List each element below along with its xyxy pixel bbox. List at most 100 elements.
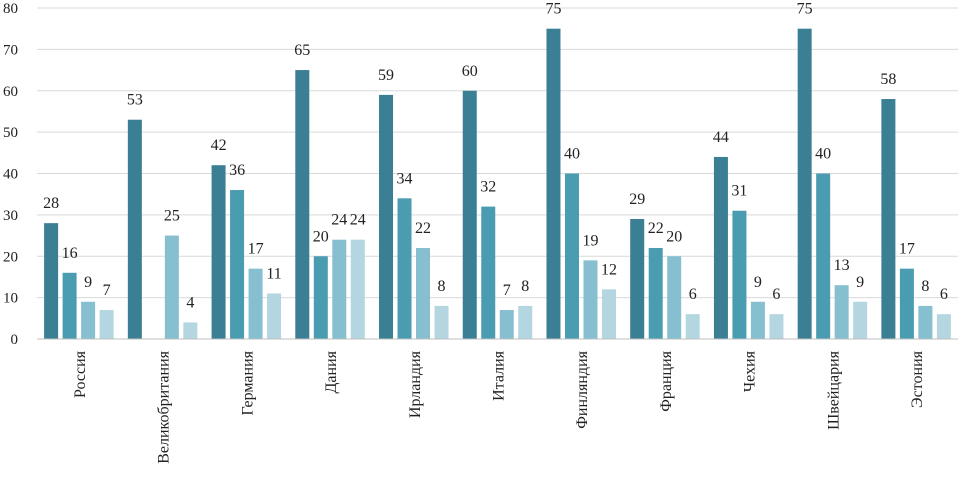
data-label: 8 — [438, 278, 446, 295]
bars — [44, 28, 951, 340]
y-tick-label: 20 — [3, 249, 18, 265]
data-label: 7 — [103, 282, 111, 299]
bar-series-3 — [416, 247, 431, 339]
y-tick-label: 10 — [3, 291, 18, 307]
data-label: 42 — [211, 137, 227, 154]
data-label: 9 — [856, 274, 864, 291]
bar-series-2 — [230, 190, 245, 339]
data-label: 6 — [940, 286, 948, 303]
bar-series-2 — [732, 210, 747, 339]
data-label: 25 — [164, 208, 180, 225]
bar-series-1 — [630, 219, 645, 339]
y-tick-label: 50 — [3, 125, 18, 141]
data-label: 75 — [797, 1, 813, 18]
bar-series-3 — [834, 285, 849, 339]
data-label: 40 — [564, 146, 580, 163]
data-label: 44 — [713, 129, 729, 146]
data-label: 20 — [313, 228, 329, 245]
x-category-label: Чехия — [742, 350, 759, 392]
bar-series-4 — [434, 305, 449, 339]
data-label: 34 — [397, 170, 413, 187]
bar-series-1 — [44, 223, 59, 339]
data-label: 17 — [899, 241, 915, 258]
data-label: 40 — [815, 146, 831, 163]
data-label: 19 — [582, 232, 598, 249]
data-label: 16 — [62, 245, 78, 262]
data-label: 13 — [834, 257, 850, 274]
bar-series-3 — [750, 301, 765, 339]
gridlines — [37, 7, 958, 299]
data-label: 58 — [880, 71, 896, 88]
data-label: 6 — [689, 286, 697, 303]
bar-series-4 — [267, 293, 282, 339]
bar-series-1 — [295, 70, 310, 339]
y-tick-label: 80 — [3, 1, 18, 17]
data-label: 22 — [648, 220, 664, 237]
bar-series-4 — [183, 322, 198, 339]
x-category-label: Великобритания — [156, 350, 173, 463]
x-category-label: Франция — [658, 350, 675, 411]
bar-series-4 — [99, 310, 114, 339]
bar-series-3 — [332, 239, 347, 339]
bar-series-1 — [546, 28, 561, 339]
data-label: 65 — [294, 42, 310, 59]
data-label: 8 — [521, 278, 529, 295]
data-label: 36 — [229, 162, 245, 179]
data-label: 6 — [772, 286, 780, 303]
data-label: 11 — [266, 265, 281, 282]
bar-series-3 — [667, 256, 682, 339]
bar-series-2 — [564, 173, 579, 339]
bar-series-2 — [397, 198, 412, 339]
bar-series-2 — [481, 206, 496, 339]
y-tick-label: 0 — [11, 332, 19, 348]
bar-series-4 — [518, 305, 533, 339]
bar-series-1 — [462, 90, 477, 339]
bar-series-3 — [164, 235, 179, 339]
bar-series-4 — [769, 314, 784, 339]
bar-series-2 — [816, 173, 831, 339]
bar-series-3 — [81, 301, 96, 339]
x-category-label: Эстония — [909, 350, 926, 408]
data-label: 22 — [415, 220, 431, 237]
x-category-label: Италия — [491, 350, 508, 401]
data-label: 32 — [480, 179, 496, 196]
bar-series-4 — [685, 314, 700, 339]
y-tick-label: 60 — [3, 84, 18, 100]
data-label: 24 — [331, 212, 347, 229]
data-label: 75 — [545, 1, 561, 18]
x-category-label: Россия — [72, 350, 89, 398]
data-label: 12 — [601, 261, 617, 278]
bar-series-2 — [899, 268, 914, 339]
data-label: 8 — [921, 278, 929, 295]
bar-series-3 — [248, 268, 263, 339]
data-label: 59 — [378, 67, 394, 84]
data-label: 24 — [350, 212, 366, 229]
data-label: 9 — [84, 274, 92, 291]
bar-series-1 — [797, 28, 812, 339]
y-tick-label: 40 — [3, 167, 18, 183]
x-axis-category-labels: Россия Великобритания Германия Дания Ирланди… — [72, 350, 926, 463]
x-category-label: Германия — [239, 350, 256, 415]
bar-series-2 — [62, 272, 77, 339]
data-label: 7 — [503, 282, 511, 299]
data-label: 17 — [248, 241, 264, 258]
bar-series-4 — [936, 314, 951, 339]
bar-series-1 — [379, 94, 394, 339]
data-label: 60 — [462, 63, 478, 80]
data-label: 53 — [127, 92, 143, 109]
bar-series-1 — [881, 99, 896, 340]
bar-series-3 — [918, 305, 933, 339]
x-category-label: Дания — [323, 350, 340, 393]
y-tick-label: 70 — [3, 42, 18, 58]
data-label: 29 — [629, 191, 645, 208]
y-tick-label: 30 — [3, 208, 18, 224]
x-category-label: Финляндия — [574, 350, 591, 428]
bar-series-4 — [853, 301, 868, 339]
bar-series-4 — [601, 289, 616, 339]
bar-series-3 — [499, 310, 514, 339]
bar-series-3 — [583, 260, 598, 339]
bar-series-4 — [350, 239, 365, 339]
bar-series-2 — [313, 256, 328, 339]
